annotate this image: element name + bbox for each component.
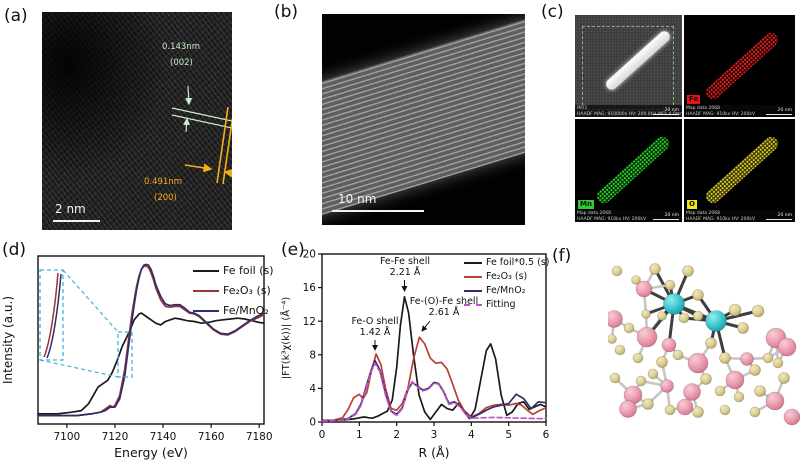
panel-c-haadf-image: INT1 HAADF MAG: 910000x HV: 200.0kV WD: … xyxy=(575,15,682,117)
haadf-scalebar: 20 nm xyxy=(653,108,679,115)
svg-text:7140: 7140 xyxy=(150,431,177,443)
svg-text:1: 1 xyxy=(356,429,363,441)
legend-item: Fe/MnO₂ xyxy=(464,285,550,296)
panel-a-annotation-lines xyxy=(171,85,232,185)
legend-item: Fe foil (s) xyxy=(193,262,274,279)
svg-text:7100: 7100 xyxy=(53,431,80,443)
svg-text:7160: 7160 xyxy=(198,431,225,443)
atoms xyxy=(608,263,800,426)
svg-text:5: 5 xyxy=(505,429,512,441)
legend-item: Fe foil*0.5 (s) xyxy=(464,257,550,268)
legend: Fe foil*0.5 (s) Fe₂O₃ (s) Fe/MnO₂ Fittin… xyxy=(464,257,550,313)
svg-text:4: 4 xyxy=(468,429,475,441)
svg-text:Intensity (a.u.): Intensity (a.u.) xyxy=(1,296,15,384)
fe-map-rod xyxy=(703,30,781,102)
panel-d-xanes-chart: (d) 7100 7120 7140 7160 7180 Energy (eV) Inten… xyxy=(0,238,274,464)
annotation-fe-o-shell: Fe-O shell 1.42 Å xyxy=(351,316,399,338)
o-element-badge: O xyxy=(687,200,697,209)
svg-text:|FT(k³χ(k))| (Å⁻⁴): |FT(k³χ(k))| (Å⁻⁴) xyxy=(279,297,292,380)
svg-text:7120: 7120 xyxy=(102,431,129,443)
atomic-structure-model xyxy=(608,263,800,426)
panel-c-fe-map: Fe Map data 2068 HAADF MAG: 910kx HV: 20… xyxy=(684,15,795,117)
svg-text:20: 20 xyxy=(303,249,316,261)
lattice-plane-002: (002) xyxy=(170,58,193,68)
panel-e-label: (e) xyxy=(281,240,305,260)
xanes-plot: 7100 7120 7140 7160 7180 Energy (eV) Intensity… xyxy=(1,255,273,460)
legend-swatch xyxy=(464,289,482,292)
panel-c-label: (c) xyxy=(541,2,564,22)
svg-text:6: 6 xyxy=(543,429,550,441)
panel-c-mn-map: Mn Map data 2068 HAADF MAG: 910kx HV: 20… xyxy=(575,119,682,222)
legend: Fe foil (s) Fe₂O₃ (s) Fe/MnO₂ xyxy=(193,262,274,322)
panel-b-tem-image: 10 nm xyxy=(322,14,525,225)
svg-text:3: 3 xyxy=(431,429,438,441)
lattice-spacing-200-value: 0.491nm xyxy=(144,177,183,187)
svg-text:Energy (eV): Energy (eV) xyxy=(114,445,188,460)
svg-text:0: 0 xyxy=(319,429,326,441)
svg-text:8: 8 xyxy=(309,349,316,361)
edge-magnification-inset xyxy=(39,269,133,378)
svg-text:7180: 7180 xyxy=(246,431,272,443)
svg-text:12: 12 xyxy=(303,316,316,328)
panel-f-label: (f) xyxy=(552,246,572,266)
svg-text:R (Å): R (Å) xyxy=(419,445,450,460)
fe-map-scalebar: 20 nm xyxy=(766,108,792,115)
panel-c-o-map: O Map data 2068 HAADF MAG: 910kx HV: 200… xyxy=(684,119,795,222)
panel-a-hrtem-image: 0.143nm (002) 0.491nm (200) 2 nm xyxy=(42,12,232,230)
annotation-fe-fe-shell: Fe-Fe shell 2.21 Å xyxy=(379,256,431,278)
panel-e-exafs-chart: (e) 0 1 2 3 4 5 6 0 4 8 12 16 20 R (Å) |FT(k³χ(k))| (Å… xyxy=(278,238,550,464)
panel-a-scalebar xyxy=(53,220,100,222)
svg-text:2: 2 xyxy=(393,429,400,441)
annotation-fe-o-fe-shell: Fe-(O)-Fe shell 2.61 Å xyxy=(409,296,479,318)
mn-element-badge: Mn xyxy=(578,200,594,209)
legend-swatch xyxy=(193,269,219,272)
mn-map-rod xyxy=(594,134,672,206)
panel-b-scalebar xyxy=(332,210,424,212)
panel-d-label: (d) xyxy=(2,240,27,260)
legend-swatch xyxy=(193,289,219,292)
fe-element-badge: Fe xyxy=(687,95,701,104)
svg-text:16: 16 xyxy=(303,282,317,294)
o-map-rod xyxy=(703,134,781,206)
lattice-plane-200: (200) xyxy=(154,193,177,203)
annotation-arrows xyxy=(372,280,431,351)
legend-item: Fe/MnO₂ xyxy=(193,302,274,319)
svg-text:4: 4 xyxy=(309,383,316,395)
panel-a-scalebar-label: 2 nm xyxy=(55,202,86,216)
legend-swatch xyxy=(464,303,482,306)
svg-text:0: 0 xyxy=(309,417,316,429)
legend-swatch xyxy=(464,261,482,264)
panel-a-label: (a) xyxy=(4,6,28,26)
legend-item: Fitting xyxy=(464,299,550,310)
legend-item: Fe₂O₃ (s) xyxy=(193,282,274,299)
panel-b-label: (b) xyxy=(274,2,299,22)
mn-map-scalebar: 20 nm xyxy=(653,213,679,220)
panel-b-scalebar-label: 10 nm xyxy=(338,192,377,206)
legend-item: Fe₂O₃ (s) xyxy=(464,271,550,282)
o-map-scalebar: 20 nm xyxy=(766,213,792,220)
legend-swatch xyxy=(193,309,219,312)
lattice-spacing-002-value: 0.143nm xyxy=(162,42,201,52)
legend-swatch xyxy=(464,275,482,278)
